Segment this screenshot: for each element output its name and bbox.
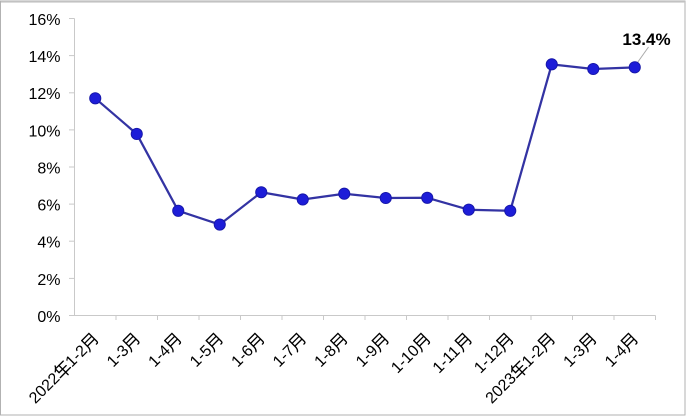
svg-text:2022: 2022 <box>26 370 63 407</box>
svg-text:16%: 16% <box>28 12 60 29</box>
svg-text:1-11: 1-11 <box>430 343 464 377</box>
svg-text:10%: 10% <box>28 123 60 140</box>
svg-text:13.4%: 13.4% <box>622 30 670 49</box>
svg-text:1-10: 1-10 <box>388 342 423 377</box>
svg-text:14%: 14% <box>28 49 60 66</box>
svg-text:2%: 2% <box>37 272 60 289</box>
svg-text:6%: 6% <box>37 198 60 215</box>
svg-text:2023: 2023 <box>483 370 520 407</box>
svg-text:0%: 0% <box>37 309 60 326</box>
svg-text:1-12: 1-12 <box>471 342 506 377</box>
svg-text:8%: 8% <box>37 160 60 177</box>
svg-text:12%: 12% <box>28 86 60 103</box>
svg-text:4%: 4% <box>37 235 60 252</box>
